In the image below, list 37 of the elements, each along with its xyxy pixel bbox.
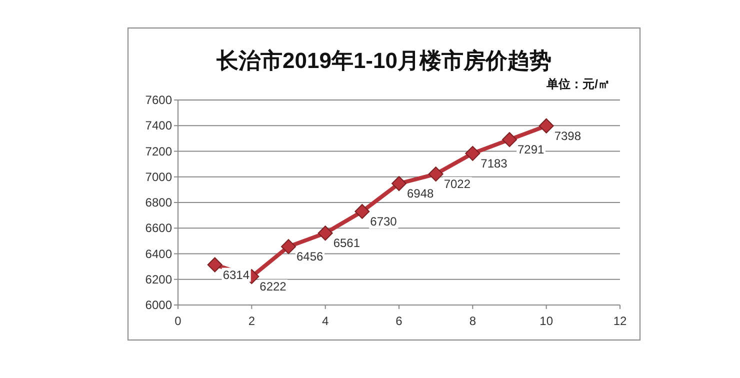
text: 单位：元/㎡ [546,77,610,91]
y-tick-label: 7400 [145,118,172,133]
data-label: 6730 [370,214,398,228]
data-label: 7183 [480,156,508,170]
point [207,257,222,272]
y-tick-label: 6200 [145,272,172,286]
x-tick-label: 4 [322,314,329,328]
y-tick-label: 7000 [145,170,172,184]
data-label: 6222 [260,280,287,294]
x-tick-label: 12 [613,314,627,328]
x-tick-label: 2 [248,314,256,328]
point [502,132,517,148]
point [318,226,333,241]
y-tick-label: 7600 [145,93,172,107]
y-tick-label: 6000 [145,298,172,312]
y-tick-label: 6400 [145,246,172,261]
point [428,166,444,182]
point [392,176,406,192]
data-label: 6456 [296,250,324,264]
x-tick-label: 6 [396,314,403,328]
data-label: 7022 [444,177,471,192]
x-tick-label: 0 [174,314,182,328]
x-tick-label: 8 [469,314,476,328]
data-label: 6314 [222,268,250,282]
y-tick-label: 7200 [145,144,172,158]
chart-title: 长治市2019年1-10月楼市房价趋势 [216,48,552,73]
data-label: 6948 [407,186,434,201]
data-label: 7291 [518,142,545,157]
point [465,146,480,161]
x-tick-label: 10 [540,314,554,328]
data-label: 6561 [333,236,360,250]
point [538,118,554,134]
y-tick-label: 6800 [145,196,172,210]
point [354,204,370,219]
point [281,239,296,254]
data-label: 7398 [554,128,582,143]
y-tick-label: 6600 [145,221,172,236]
